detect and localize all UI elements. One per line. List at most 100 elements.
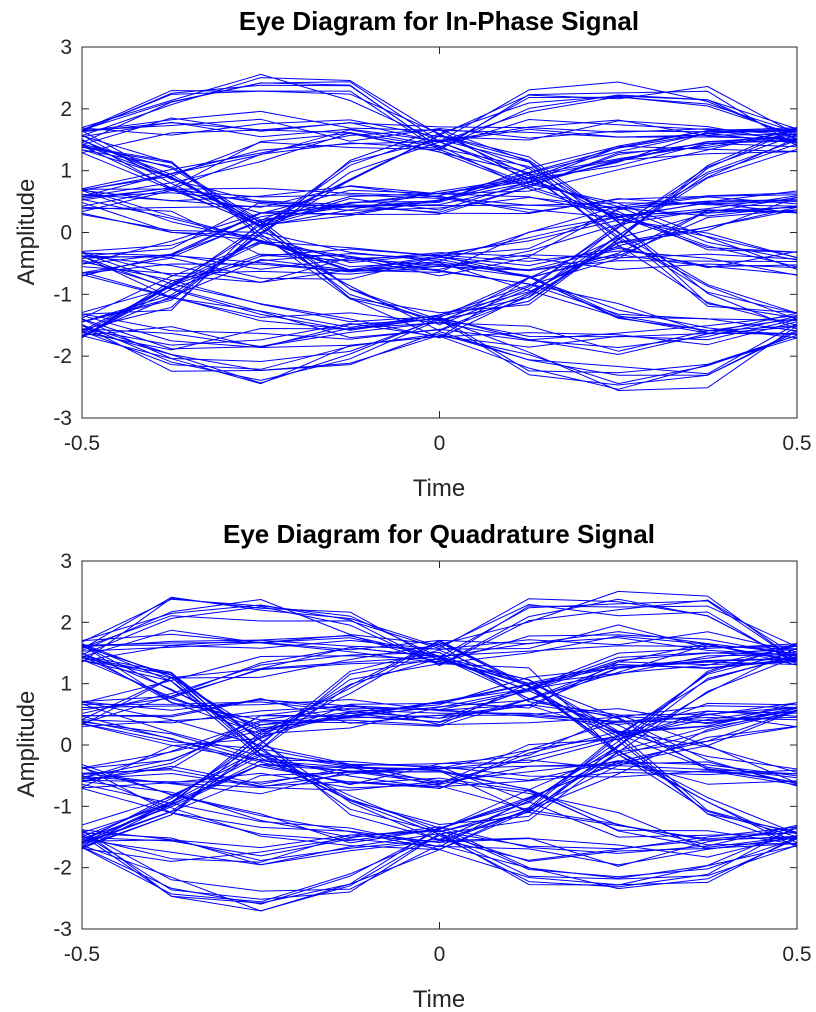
eye-trace — [82, 248, 797, 338]
y-tick-label: 1 — [60, 673, 72, 696]
eye-trace — [82, 834, 797, 904]
eye-trace — [82, 644, 797, 735]
eye-trace — [82, 706, 797, 785]
eye-trace — [82, 90, 797, 151]
x-tick-label: -0.5 — [64, 432, 100, 455]
eye-trace — [82, 128, 797, 226]
eye-trace — [82, 130, 797, 208]
eye-trace — [82, 151, 797, 258]
eye-trace — [82, 759, 797, 785]
in-phase-eye-diagram: -3 -2 -1 0 1 2 3 -0.5 0 0.5 Eye Diagram for In-Pha… — [13, 6, 812, 502]
eye-trace — [82, 118, 797, 142]
eye-trace — [82, 317, 797, 384]
eye-trace — [82, 129, 797, 253]
eye-trace — [82, 319, 797, 386]
eye-trace — [82, 829, 797, 905]
y-tick-label: 2 — [60, 611, 72, 634]
eye-trace — [82, 837, 797, 866]
eye-trace — [82, 834, 797, 863]
eye-trace — [82, 652, 797, 738]
eye-trace — [82, 133, 797, 332]
eye-trace — [82, 185, 797, 206]
eye-trace — [82, 598, 797, 664]
eye-trace — [82, 761, 797, 791]
eye-trace — [82, 642, 797, 848]
eye-trace — [82, 323, 797, 375]
eye-trace — [82, 596, 797, 665]
eye-trace — [82, 335, 797, 390]
y-axis-label: Amplitude — [13, 691, 40, 798]
eye-trace — [82, 659, 797, 780]
eye-traces — [82, 590, 797, 912]
eye-trace — [82, 828, 797, 867]
eye-trace — [82, 830, 797, 850]
eye-trace — [82, 771, 797, 845]
x-axis-label: Time — [413, 986, 465, 1012]
eye-trace — [82, 713, 797, 786]
y-tick-label: -2 — [53, 345, 72, 368]
eye-trace — [82, 142, 797, 259]
eye-trace — [82, 709, 797, 842]
eye-trace — [82, 755, 797, 838]
eye-trace — [82, 258, 797, 336]
y-tick-label: -1 — [53, 795, 72, 818]
eye-trace — [82, 644, 797, 729]
eye-trace — [82, 110, 797, 140]
eye-trace — [82, 119, 797, 154]
y-axis-label: Amplitude — [13, 179, 40, 286]
eye-trace — [82, 764, 797, 845]
eye-trace — [82, 242, 797, 339]
y-tick-label: 1 — [60, 160, 72, 183]
y-tick-label: 0 — [60, 222, 72, 245]
eye-trace — [82, 196, 797, 323]
eye-trace — [82, 130, 797, 265]
eye-trace — [82, 764, 797, 850]
eye-trace — [82, 599, 797, 666]
eye-traces — [82, 73, 797, 391]
eye-trace — [82, 192, 797, 214]
eye-trace — [82, 206, 797, 339]
eye-trace — [82, 129, 797, 223]
eye-trace — [82, 253, 797, 339]
eye-trace — [82, 704, 797, 727]
eye-trace — [82, 760, 797, 846]
x-tick-label: -0.5 — [64, 943, 100, 966]
eye-trace — [82, 253, 797, 335]
eye-trace — [82, 322, 797, 352]
eye-trace — [82, 140, 797, 257]
y-tick-label: 0 — [60, 734, 72, 757]
eye-trace — [82, 829, 797, 912]
eye-trace — [82, 827, 797, 892]
eye-trace — [82, 635, 797, 657]
eye-trace — [82, 250, 797, 277]
eye-trace — [82, 652, 797, 721]
eye-trace — [82, 141, 797, 270]
y-tick-label: -2 — [53, 857, 72, 880]
y-tick-label: 3 — [60, 550, 72, 573]
eye-trace — [82, 202, 797, 273]
eye-trace — [82, 206, 797, 330]
y-tick-label: 3 — [60, 36, 72, 59]
plot-title: Eye Diagram for In-Phase Signal — [239, 6, 639, 36]
eye-trace — [82, 241, 797, 321]
eye-trace — [82, 324, 797, 376]
eye-trace — [82, 122, 797, 136]
eye-trace — [82, 647, 797, 779]
eye-trace — [82, 134, 797, 323]
eye-trace — [82, 624, 797, 650]
eye-trace — [82, 753, 797, 843]
x-tick-label: 0.5 — [782, 943, 811, 966]
quadrature-eye-diagram: -3 -2 -1 0 1 2 3 -0.5 0 0.5 Eye Diagram for Quadra… — [13, 519, 812, 1012]
eye-trace — [82, 643, 797, 733]
eye-trace — [82, 127, 797, 252]
eye-trace — [82, 825, 797, 903]
eye-trace — [82, 655, 797, 787]
eye-trace — [82, 196, 797, 262]
eye-trace — [82, 313, 797, 348]
eye-trace — [82, 130, 797, 226]
eye-trace — [82, 660, 797, 773]
eye-trace — [82, 240, 797, 338]
eye-trace — [82, 652, 797, 783]
y-tick-label: -3 — [53, 918, 72, 941]
